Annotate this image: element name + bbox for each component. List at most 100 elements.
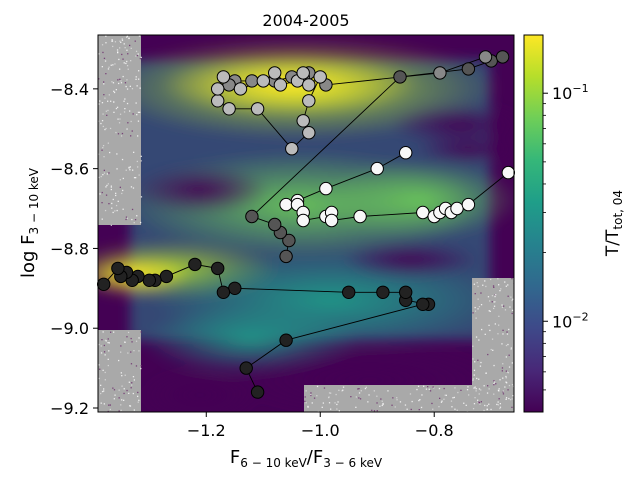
no-data-speckle xyxy=(126,217,129,219)
no-data-speckle xyxy=(121,158,124,161)
no-data-speckle xyxy=(418,399,420,402)
no-data-speckle xyxy=(138,70,140,72)
no-data-speckle xyxy=(404,404,407,406)
data-point xyxy=(296,66,310,80)
y-tick-label: −8.4 xyxy=(50,80,89,99)
no-data-speckle xyxy=(494,323,496,325)
no-data-speckle xyxy=(486,392,489,394)
no-data-speckle xyxy=(126,389,128,392)
no-data-speckle xyxy=(429,390,432,392)
no-data-speckle xyxy=(104,354,106,356)
no-data-speckle xyxy=(125,169,127,171)
no-data-speckle xyxy=(466,389,469,391)
no-data-speckle xyxy=(118,359,120,362)
y-tick-label: −9.0 xyxy=(50,319,89,338)
no-data-speckle xyxy=(140,155,142,157)
no-data-speckle xyxy=(123,62,125,64)
no-data-speckle xyxy=(433,387,435,389)
no-data-speckle xyxy=(494,301,496,303)
no-data-speckle xyxy=(368,394,370,396)
data-point xyxy=(273,78,288,92)
no-data-speckle xyxy=(355,406,357,408)
no-data-speckle xyxy=(497,333,499,335)
data-point xyxy=(450,201,464,216)
colorbar-tick-label: 10−1 xyxy=(552,82,589,103)
no-data-speckle xyxy=(110,186,112,188)
no-data-speckle xyxy=(480,401,482,403)
no-data-speckle xyxy=(104,339,107,341)
data-points xyxy=(97,50,515,399)
no-data-speckle xyxy=(111,202,113,205)
no-data-speckle xyxy=(124,82,127,84)
no-data-speckle xyxy=(485,285,487,288)
no-data-speckle xyxy=(307,405,309,408)
no-data-speckle xyxy=(427,386,429,388)
no-data-speckle xyxy=(112,45,114,48)
no-data-speckle xyxy=(394,406,396,408)
no-data-speckle xyxy=(505,375,507,378)
no-data-speckle xyxy=(101,66,103,68)
no-data-speckle xyxy=(341,390,343,392)
no-data-speckle xyxy=(133,222,135,224)
no-data-speckle xyxy=(129,85,131,87)
no-data-speckle xyxy=(483,409,485,412)
no-data-speckle xyxy=(416,388,418,391)
no-data-speckle xyxy=(305,402,307,404)
no-data-speckle xyxy=(102,113,104,115)
no-data-speckle xyxy=(399,401,402,403)
no-data-speckle xyxy=(478,401,480,403)
data-point xyxy=(302,78,316,92)
density-map xyxy=(98,35,514,412)
no-data-speckle xyxy=(118,410,120,412)
no-data-speckle xyxy=(119,78,121,80)
no-data-speckle xyxy=(109,404,111,406)
no-data-speckle xyxy=(131,341,133,343)
no-data-speckles xyxy=(98,35,514,412)
no-data-speckle xyxy=(135,78,137,80)
no-data-speckle xyxy=(502,363,504,365)
no-data-speckle xyxy=(484,333,486,335)
no-data-speckle xyxy=(139,57,141,60)
no-data-speckle xyxy=(310,394,312,397)
data-point xyxy=(111,261,125,276)
no-data-speckle xyxy=(133,151,135,153)
no-data-speckle xyxy=(418,409,420,411)
no-data-speckle xyxy=(118,389,120,391)
no-data-speckle xyxy=(489,300,491,302)
chart-title: 2004-2005 xyxy=(262,11,349,30)
no-data-speckle xyxy=(503,305,505,307)
no-data-speckle xyxy=(505,285,507,287)
no-data-speckle xyxy=(480,292,482,294)
no-data-speckle xyxy=(323,387,326,389)
no-data-speckle xyxy=(137,120,140,122)
no-data-speckle xyxy=(493,301,495,303)
no-data-speckle xyxy=(139,111,141,113)
no-data-speckle xyxy=(328,396,330,398)
no-data-speckle xyxy=(336,403,338,406)
no-data-speckle xyxy=(479,365,482,367)
no-data-speckle xyxy=(104,128,106,131)
no-data-speckle xyxy=(489,310,491,312)
no-data-speckle xyxy=(104,97,106,99)
no-data-speckle xyxy=(107,142,109,144)
no-data-speckle xyxy=(130,135,132,137)
track-line xyxy=(245,303,423,393)
data-point xyxy=(302,94,316,108)
no-data-speckle xyxy=(492,349,494,351)
no-data-speckle xyxy=(473,403,476,405)
no-data-speckle xyxy=(128,392,130,394)
no-data-speckle xyxy=(120,345,122,347)
no-data-speckle xyxy=(498,324,500,326)
colorbar-ticks: 10−1 10−2 xyxy=(543,82,589,391)
no-data-speckle xyxy=(124,374,126,376)
no-data-speckle xyxy=(134,40,136,42)
no-data-speckle xyxy=(417,385,420,387)
no-data-speckle xyxy=(502,393,505,395)
no-data-speckle xyxy=(508,354,510,356)
no-data-speckle xyxy=(130,186,133,188)
data-point xyxy=(211,261,225,276)
no-data-speckle xyxy=(110,224,112,226)
no-data-speckle xyxy=(108,404,110,406)
no-data-speckle xyxy=(137,53,139,55)
no-data-speckle xyxy=(376,410,378,412)
